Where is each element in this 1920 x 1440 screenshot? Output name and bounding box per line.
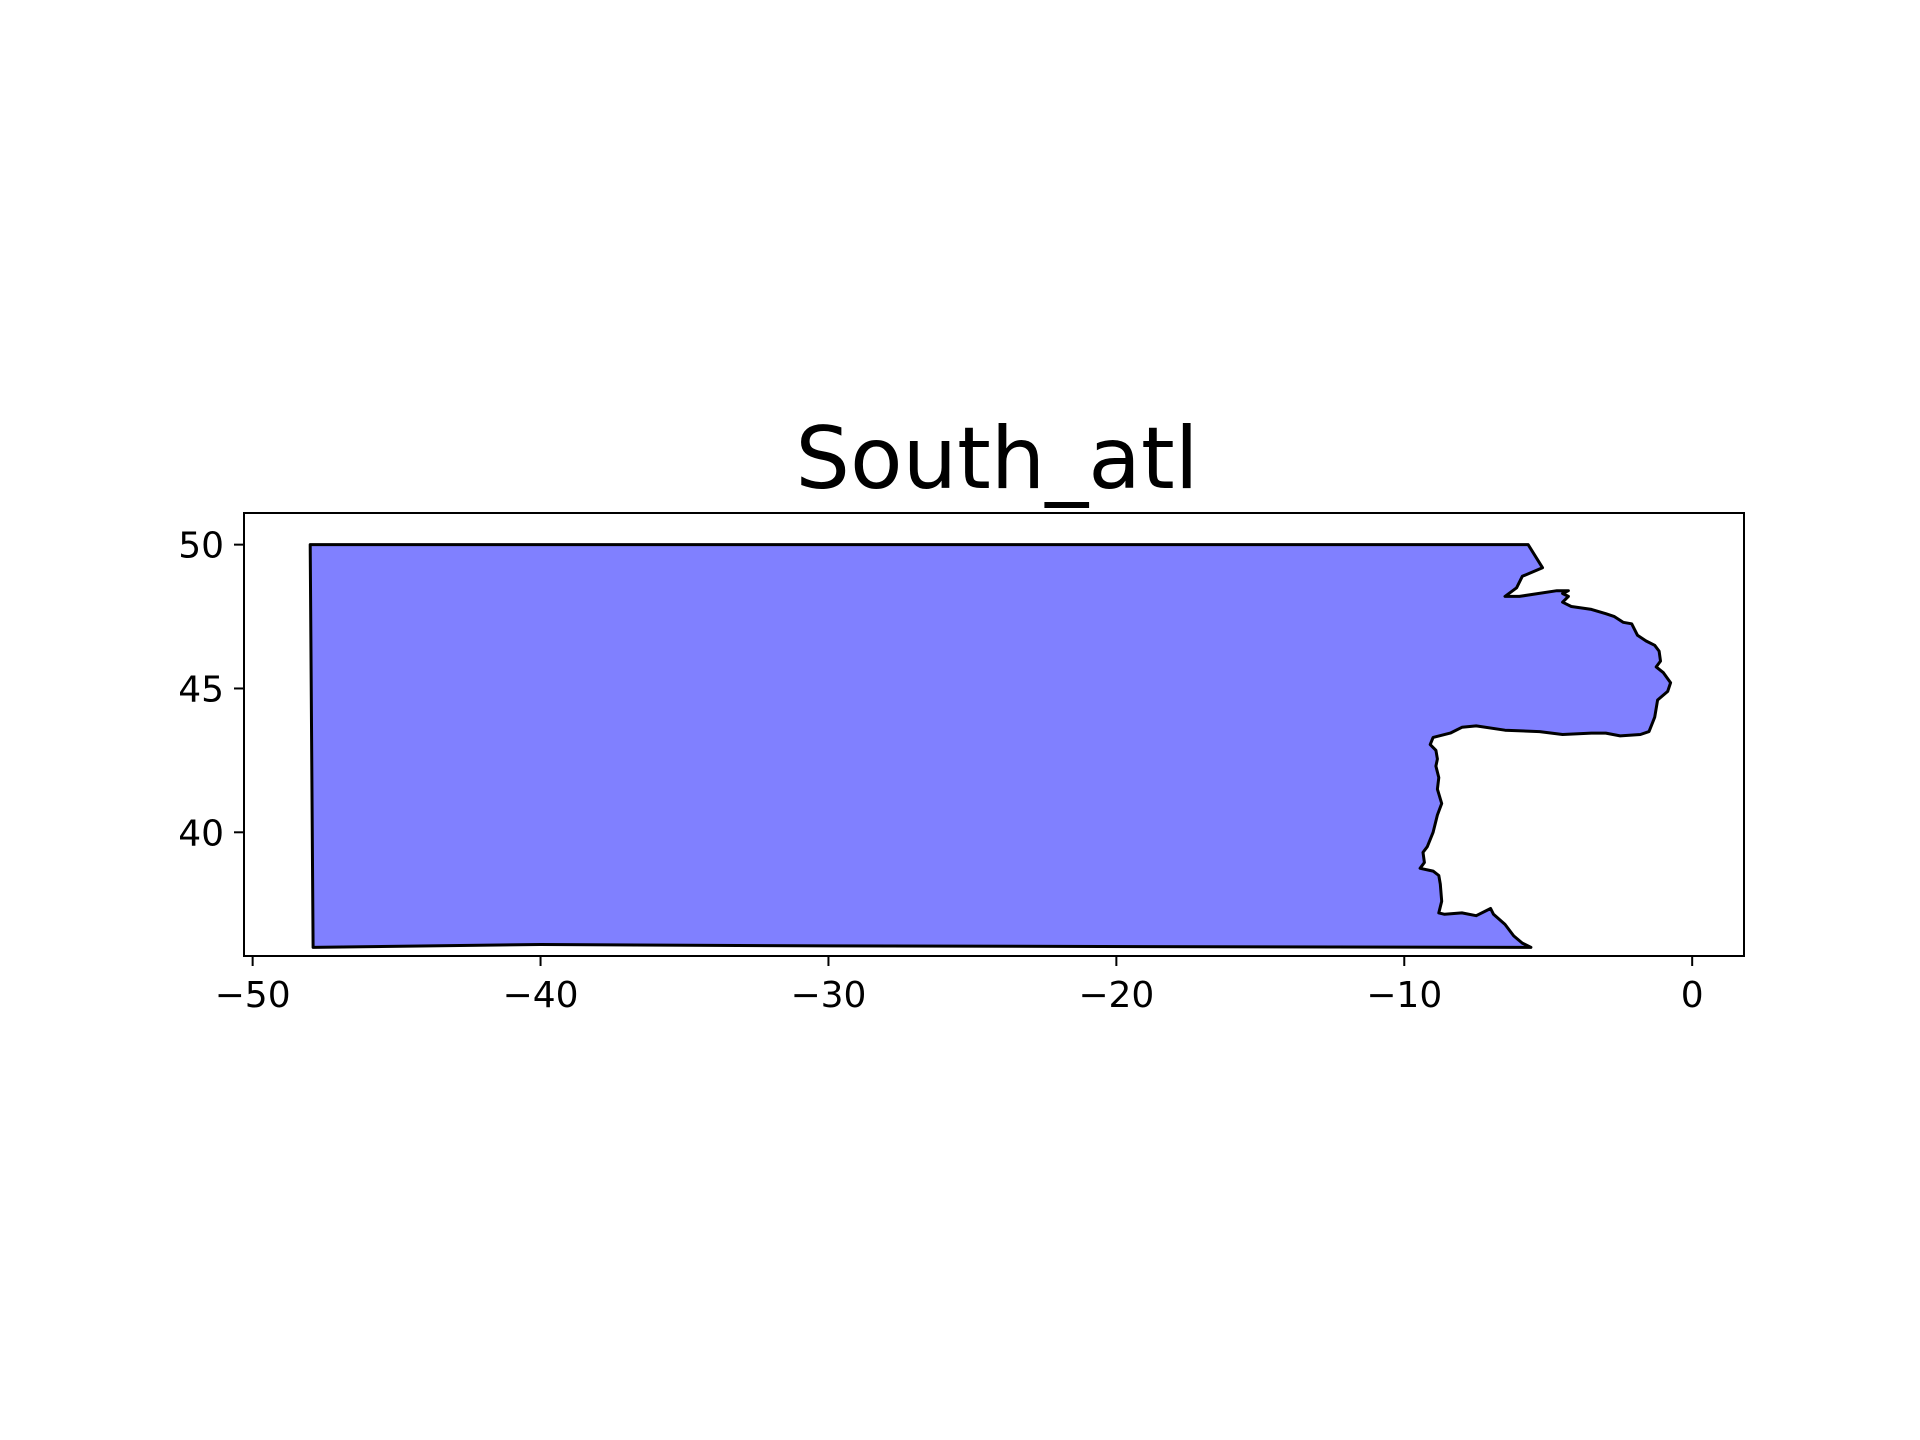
x-tick-label: −40	[503, 975, 579, 1016]
y-tick-label: 45	[178, 669, 224, 710]
y-tick-label: 40	[178, 813, 224, 854]
y-axis: 40 45 50	[178, 526, 244, 854]
region-polygon	[308, 543, 1673, 949]
x-axis: −50 −40 −30 −20 −10 0	[215, 956, 1704, 1016]
x-tick-label: 0	[1681, 975, 1704, 1016]
x-tick-label: −30	[790, 975, 866, 1016]
chart-title: South_atl	[795, 409, 1198, 509]
y-tick-label: 50	[178, 526, 224, 567]
x-tick-label: −10	[1366, 975, 1442, 1016]
x-tick-label: −50	[215, 975, 291, 1016]
x-tick-label: −20	[1078, 975, 1154, 1016]
plot-frame	[243, 512, 1745, 957]
